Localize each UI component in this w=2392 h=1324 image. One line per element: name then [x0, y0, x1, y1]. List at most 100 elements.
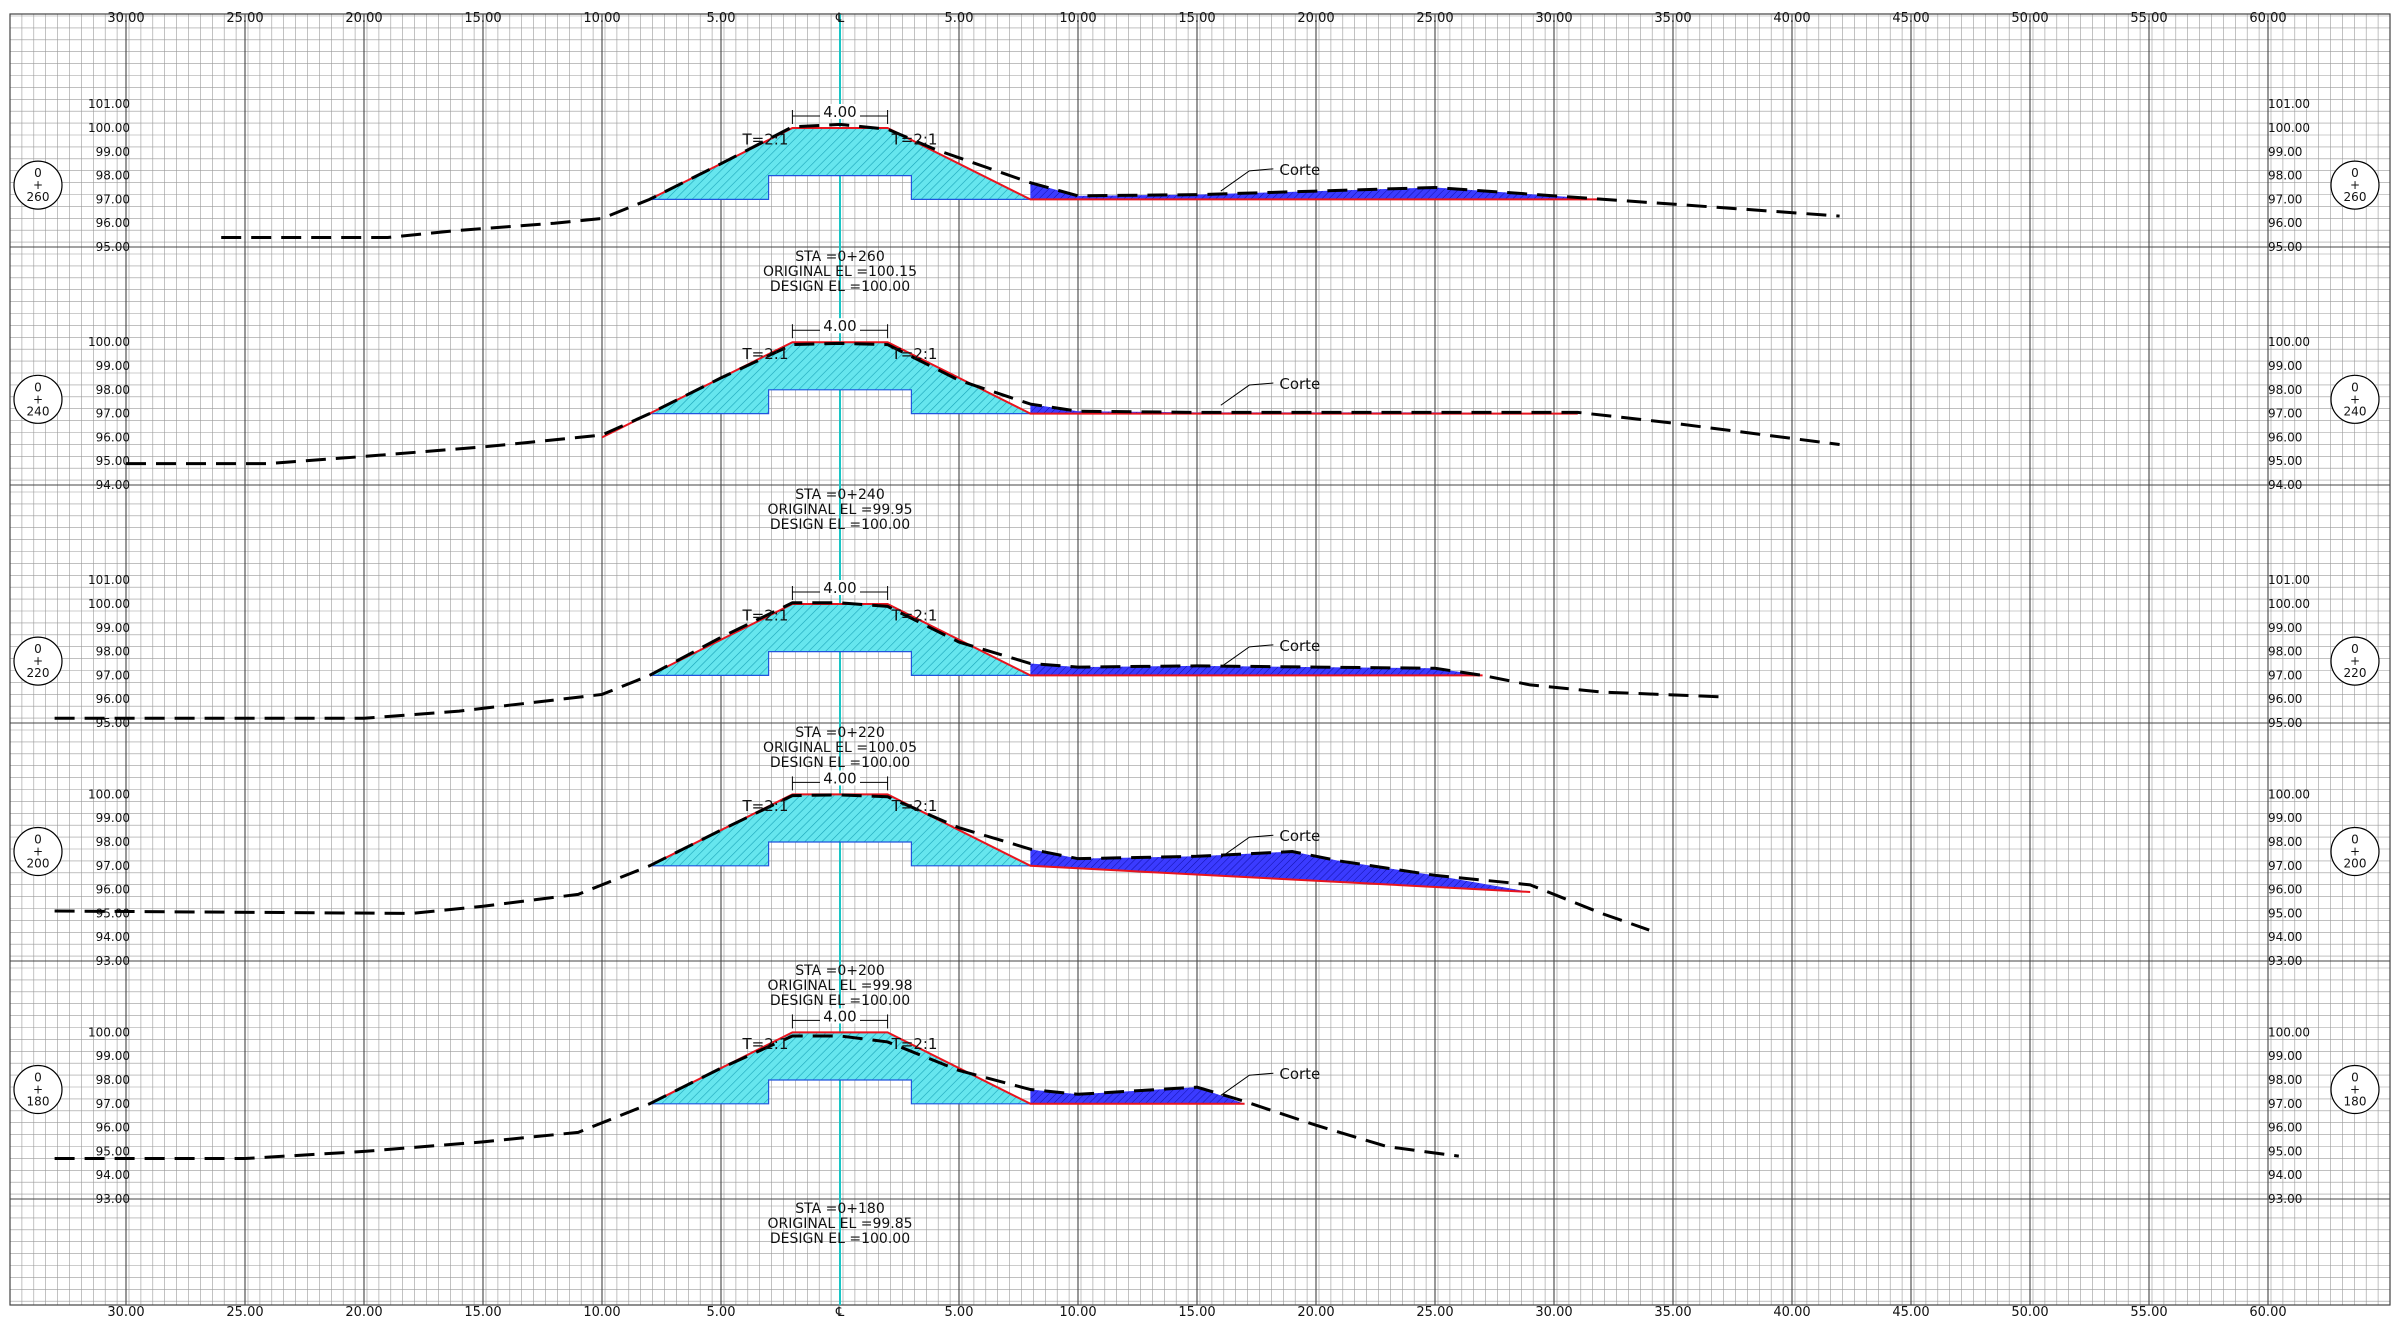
elevation-label-left: 97.00 — [96, 192, 130, 206]
offset-label-bottom: 25.00 — [226, 1305, 263, 1319]
elevation-label-right: 100.00 — [2268, 1025, 2310, 1039]
offset-label-top: 20.00 — [1297, 11, 1334, 26]
elevation-label-left: 101.00 — [88, 97, 130, 111]
section-260: 101.00 101.00 100.00 100.00 99.00 99.00 98.00 9… — [13, 97, 2380, 295]
elevation-label-right: 95.00 — [2268, 906, 2302, 920]
offset-label-bottom: 5.00 — [945, 1305, 974, 1319]
design-grade-line — [649, 603, 1483, 677]
station-bubble-mid: + — [2350, 654, 2360, 668]
offset-label-top: 55.00 — [2130, 11, 2167, 26]
cut-area — [1030, 1087, 1245, 1104]
offset-label-bottom: ℄ — [835, 1305, 845, 1319]
station-bubble-bottom: 260 — [27, 190, 50, 204]
original-elevation-text: ORIGINAL EL =100.05 — [763, 740, 917, 756]
elevation-label-right: 98.00 — [2268, 835, 2302, 849]
station-bubble-circle — [13, 826, 63, 877]
elevation-label-left: 99.00 — [96, 359, 130, 373]
station-bubble-left: 0+180 — [13, 1064, 63, 1115]
elevation-label-left: 97.00 — [96, 668, 130, 682]
elevation-label-left: 94.00 — [96, 478, 130, 492]
elevation-label-left: 99.00 — [96, 1049, 130, 1063]
elevation-label-right: 101.00 — [2268, 97, 2310, 111]
slope-label-left: T=2:1 — [742, 345, 789, 363]
original-ground-line — [54, 793, 1650, 932]
station-bubble-top: 0 — [2351, 833, 2359, 847]
original-elevation-text: ORIGINAL EL =99.98 — [767, 978, 912, 994]
elevation-label-right: 96.00 — [2268, 216, 2302, 230]
offset-label-top: 45.00 — [1892, 11, 1929, 26]
station-bubble-top: 0 — [34, 166, 42, 180]
offset-label-bottom: 15.00 — [464, 1305, 501, 1319]
elevation-label-right: 97.00 — [2268, 1097, 2302, 1111]
slope-label-left: T=2:1 — [742, 1035, 789, 1053]
elevation-label-right: 95.00 — [2268, 454, 2302, 468]
station-bubble-circle — [13, 636, 63, 686]
original-ground-line — [54, 601, 1721, 720]
station-bubble-bottom: 220 — [27, 666, 50, 680]
offset-label-bottom: 60.00 — [2249, 1305, 2286, 1319]
elevation-label-right: 99.00 — [2268, 811, 2302, 825]
offset-label-top: 35.00 — [1654, 11, 1691, 26]
elevation-label-left: 95.00 — [96, 1144, 130, 1158]
station-bubble-mid: + — [33, 392, 43, 406]
elevation-label-left: 98.00 — [96, 383, 130, 397]
corte-leader — [1220, 168, 1274, 192]
elevation-label-right: 95.00 — [2268, 1144, 2302, 1158]
offset-label-bottom: 35.00 — [1654, 1305, 1691, 1319]
original-elevation-text: ORIGINAL EL =99.85 — [767, 1216, 912, 1232]
offset-label-top: 30.00 — [107, 11, 144, 26]
elevation-label-left: 96.00 — [96, 883, 130, 897]
top-width-label: 4.00 — [823, 579, 856, 597]
offset-label-bottom: 55.00 — [2130, 1305, 2167, 1319]
slope-label-left: T=2:1 — [742, 607, 789, 625]
station-bubble-top: 0 — [2351, 1071, 2359, 1085]
station-bubble-mid: + — [33, 654, 43, 668]
elevation-label-left: 97.00 — [96, 1097, 130, 1111]
offset-label-bottom: 15.00 — [1178, 1305, 1215, 1319]
elevation-label-left: 101.00 — [88, 573, 130, 587]
station-bubble-left: 0+200 — [13, 826, 63, 877]
elevation-label-left: 98.00 — [96, 835, 130, 849]
elevation-label-left: 95.00 — [96, 906, 130, 920]
top-width-label: 4.00 — [823, 1007, 856, 1025]
slope-label-right: T=2:1 — [891, 1035, 938, 1053]
slope-label-right: T=2:1 — [891, 797, 938, 815]
station-bubble-top: 0 — [2351, 166, 2359, 180]
station-text: STA =0+240 — [795, 487, 884, 503]
station-bubble-mid: + — [2350, 845, 2360, 859]
elevation-label-right: 94.00 — [2268, 930, 2302, 944]
original-elevation-text: ORIGINAL EL =100.15 — [763, 264, 917, 280]
corte-leader — [1220, 644, 1274, 668]
original-elevation-text: ORIGINAL EL =99.95 — [767, 502, 912, 518]
elevation-label-left: 96.00 — [96, 430, 130, 444]
station-text: STA =0+220 — [795, 725, 884, 741]
corte-label: Corte — [1279, 161, 1320, 179]
station-bubble-bottom: 220 — [2344, 666, 2367, 680]
corte-leader — [1220, 834, 1274, 858]
section-200: 100.00 100.00 99.00 99.00 98.00 98.00 97.00 97.… — [13, 769, 2380, 1009]
station-bubble-right: 0+200 — [2330, 826, 2380, 877]
elevation-label-left: 99.00 — [96, 145, 130, 159]
offset-label-bottom: 10.00 — [583, 1305, 620, 1319]
original-ground-line — [221, 122, 1840, 239]
station-bubble-left: 0+220 — [13, 636, 63, 686]
offset-label-bottom: 50.00 — [2011, 1305, 2048, 1319]
offset-label-bottom: 40.00 — [1773, 1305, 1810, 1319]
station-bubble-left: 0+240 — [13, 374, 63, 424]
dimension-label-background — [820, 318, 860, 334]
design-elevation-text: DESIGN EL =100.00 — [770, 1231, 910, 1247]
slope-label-left: T=2:1 — [742, 797, 789, 815]
elevation-label-left: 95.00 — [96, 240, 130, 254]
offset-label-top: ℄ — [835, 11, 845, 26]
top-width-label: 4.00 — [823, 317, 856, 335]
offset-label-top: 30.00 — [1535, 11, 1572, 26]
elevation-label-left: 94.00 — [96, 930, 130, 944]
elevation-label-right: 95.00 — [2268, 716, 2302, 730]
elevation-label-left: 97.00 — [96, 407, 130, 421]
corte-leader — [1220, 1072, 1274, 1096]
elevation-label-left: 96.00 — [96, 692, 130, 706]
elevation-label-left: 98.00 — [96, 1073, 130, 1087]
station-bubble-circle — [2330, 636, 2380, 686]
elevation-label-right: 93.00 — [2268, 1192, 2302, 1206]
